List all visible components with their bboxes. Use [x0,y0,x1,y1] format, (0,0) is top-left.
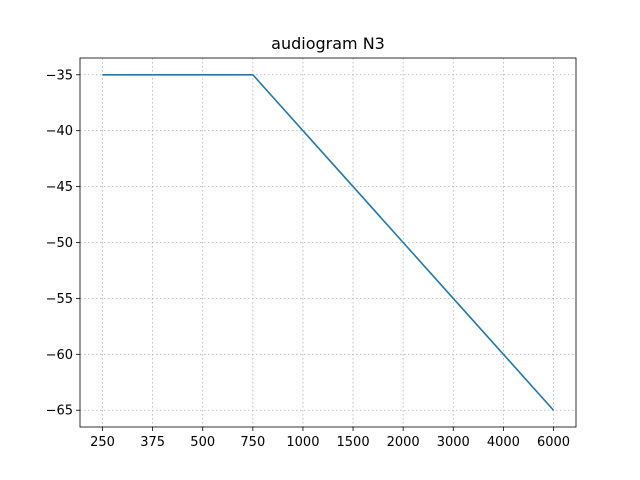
x-tick-label: 250 [90,435,115,450]
series-line [102,73,555,411]
y-tick-label: −45 [46,180,73,195]
x-tick-label: 500 [190,435,215,450]
y-tick-label: −55 [46,292,73,307]
y-tick-label: −35 [46,68,73,83]
x-tick-label: 1000 [286,435,319,450]
x-tick-label: 3000 [437,435,470,450]
y-axis: −35 −40 −45 −50 −55 −60 −65 [46,68,80,419]
grid-layer [80,58,576,427]
y-tick-label: −40 [46,124,73,139]
chart-title: audiogram N3 [271,34,385,53]
y-tick-label: −60 [46,348,73,363]
y-tick-label: −50 [46,236,73,251]
x-tick-label: 6000 [537,435,570,450]
y-tick-label: −65 [46,404,73,419]
x-tick-label: 4000 [487,435,520,450]
x-axis: 250 375 500 750 1000 1500 2000 3000 4000 6000 [90,427,570,450]
x-tick-label: 750 [240,435,265,450]
x-tick-label: 375 [140,435,165,450]
x-tick-label: 2000 [387,435,420,450]
x-tick-label: 1500 [337,435,370,450]
series-layer [102,73,555,411]
